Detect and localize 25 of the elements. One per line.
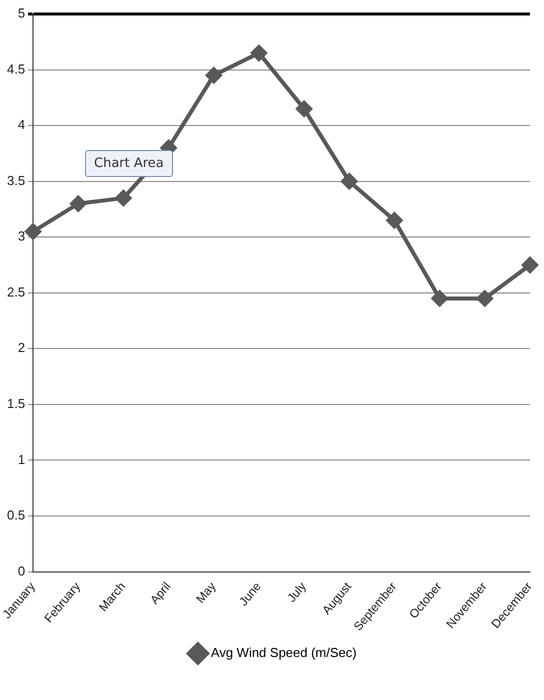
- point: [115, 190, 132, 206]
- point: [432, 290, 448, 306]
- y-tick-label: 4: [18, 117, 26, 132]
- legend-label: Avg Wind Speed (m/Sec): [210, 645, 357, 660]
- point: [476, 290, 493, 306]
- point: [341, 173, 358, 190]
- point: [206, 67, 222, 84]
- y-tick-label: 1: [18, 452, 26, 467]
- y-tick-label: 3: [18, 228, 26, 244]
- point: [522, 257, 538, 273]
- point: [386, 212, 402, 228]
- y-tick-label: 0.5: [6, 508, 26, 523]
- point: [296, 100, 312, 117]
- x-tick-label: July: [284, 579, 309, 605]
- point: [70, 196, 86, 212]
- annotation: Chart Area: [85, 150, 173, 177]
- y-tick-label: 2: [18, 340, 26, 356]
- y-tick-label: 0: [18, 563, 26, 578]
- y-tick-label: 2.5: [6, 284, 26, 300]
- y-tick-label: 1.5: [6, 396, 26, 412]
- y-tick-label: 3.5: [6, 172, 26, 188]
- y-tick-label: 4.5: [6, 61, 26, 76]
- y-tick-label: 5: [18, 6, 26, 21]
- point: [25, 224, 42, 240]
- point: [250, 45, 267, 62]
